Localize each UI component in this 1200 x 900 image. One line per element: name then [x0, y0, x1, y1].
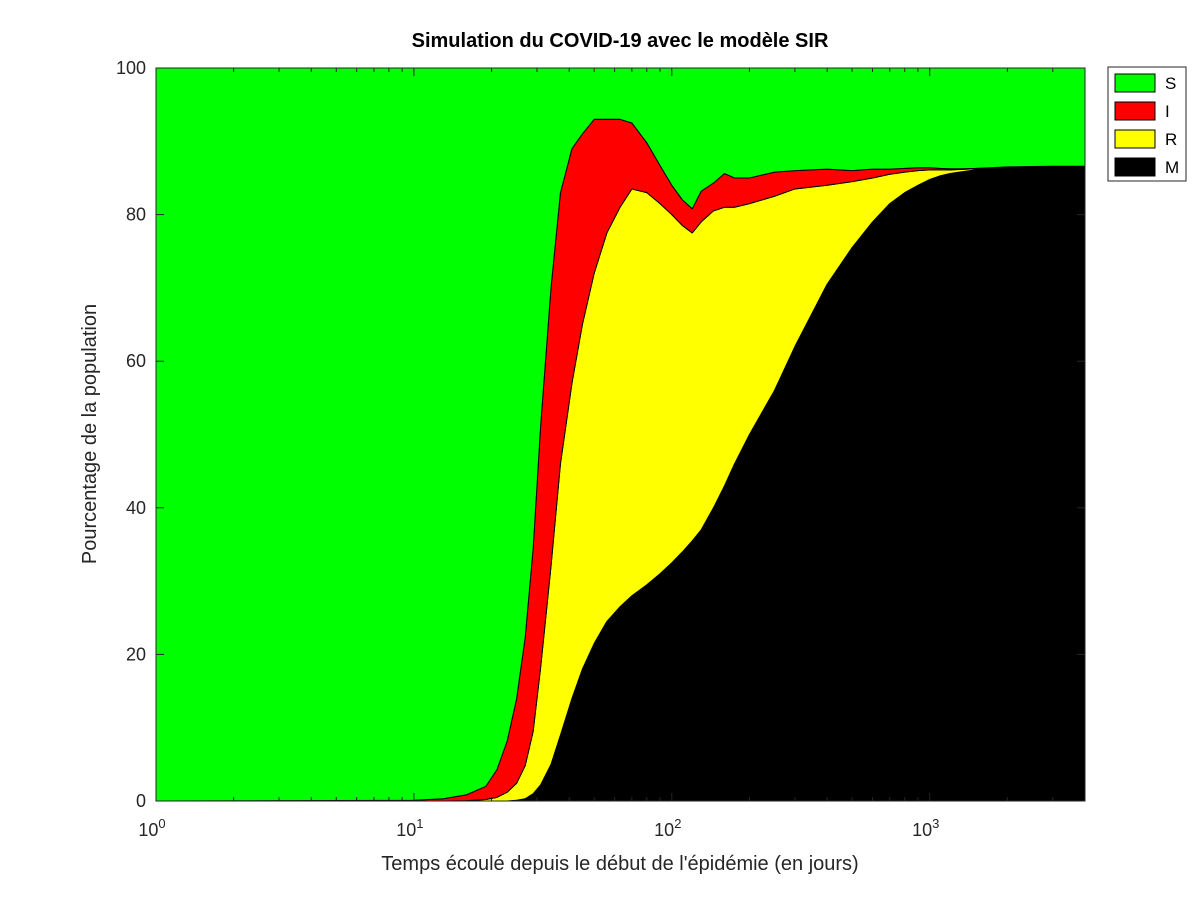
legend-swatch-r — [1114, 129, 1156, 149]
y-tick-label: 80 — [126, 205, 146, 225]
y-axis-label: Pourcentage de la population — [79, 304, 101, 564]
x-axis-label: Temps écoulé depuis le début de l'épidém… — [381, 853, 858, 875]
y-tick-label: 20 — [126, 644, 146, 664]
legend-swatch-s — [1114, 73, 1156, 93]
y-tick-label: 100 — [116, 58, 146, 78]
legend-label-m: M — [1165, 158, 1179, 177]
y-tick-label: 40 — [126, 498, 146, 518]
y-tick-label: 60 — [126, 351, 146, 371]
legend-label-r: R — [1165, 130, 1177, 149]
legend-label-s: S — [1165, 74, 1176, 93]
y-tick-label: 0 — [136, 791, 146, 811]
chart-title: Simulation du COVID-19 avec le modèle SI… — [412, 30, 829, 52]
plot-areas — [155, 67, 1086, 802]
legend-label-i: I — [1165, 102, 1170, 121]
legend-swatch-m — [1114, 157, 1156, 177]
legend-swatch-i — [1114, 101, 1156, 121]
plot-frame — [155, 67, 1086, 802]
